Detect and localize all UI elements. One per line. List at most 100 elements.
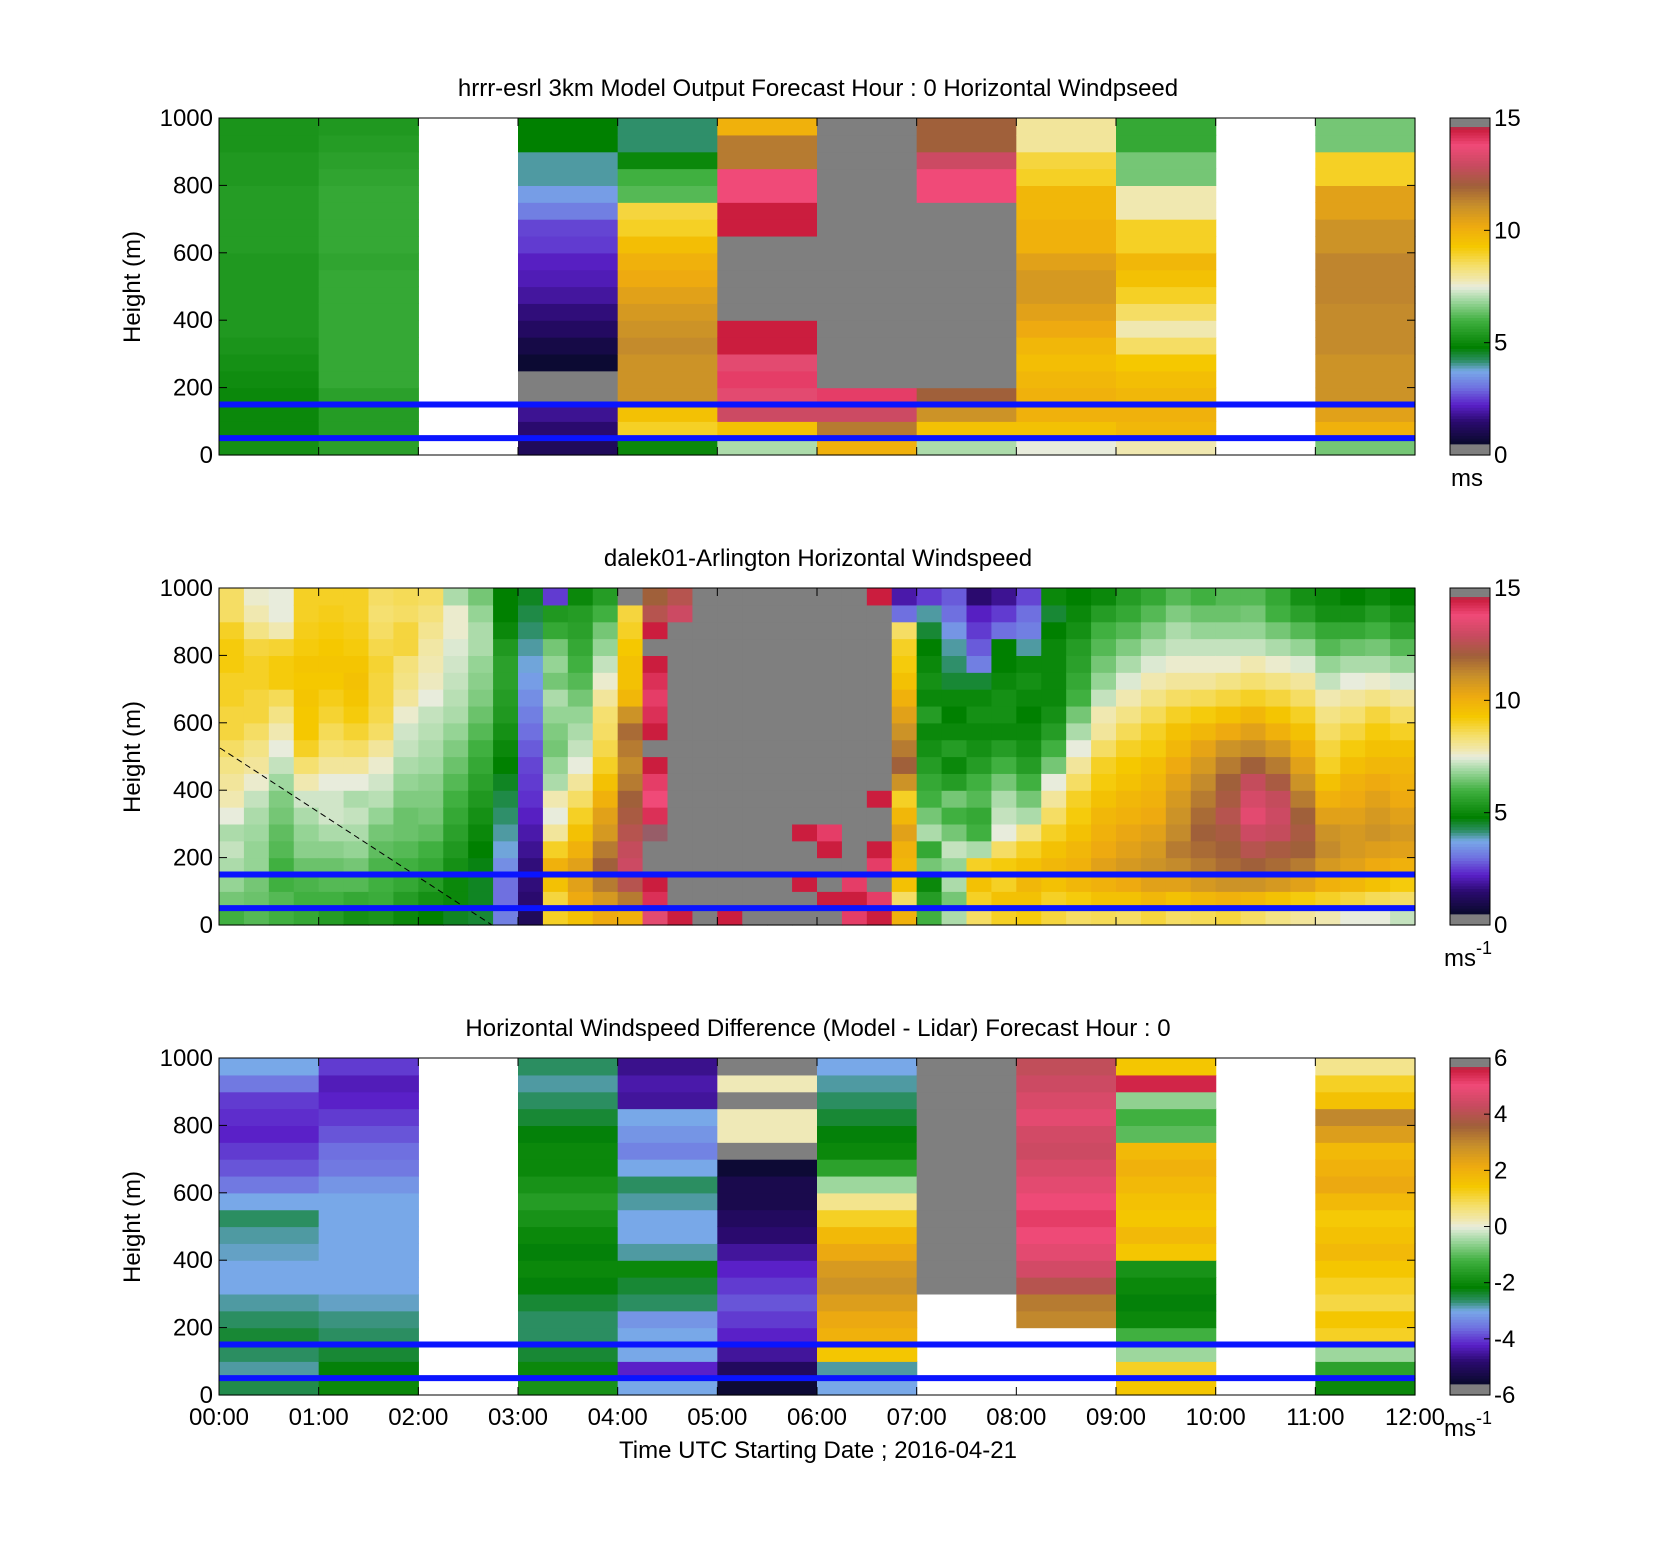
heatmap-cell [219,1277,320,1295]
heatmap-cell [1116,672,1142,690]
heatmap-cell [1016,320,1117,338]
heatmap-cell [219,1175,320,1194]
heatmap-cell [642,840,669,859]
heatmap-cell [642,638,669,656]
colorbar-segment [1450,1344,1490,1348]
heatmap-cell [1315,1192,1416,1211]
heatmap-cell [268,689,295,707]
heatmap-cell [891,790,918,808]
colorbar-segment [1450,1271,1490,1275]
heatmap-cell [1016,621,1042,640]
heatmap-cell [617,421,718,439]
heatmap-cell [318,134,419,153]
heatmap-cell [1190,908,1217,926]
heatmap-cell [642,908,669,926]
colorbar-segment [1450,607,1490,612]
heatmap-cell [1390,840,1416,859]
colorbar-segment [1450,449,1490,453]
heatmap-cell [293,689,320,707]
heatmap-cell [717,689,743,707]
heatmap-cell [1315,134,1416,153]
heatmap-cell [1165,773,1192,791]
colorbar-segment [1450,728,1490,732]
heatmap-cell [916,908,943,926]
heatmap-cell [692,756,718,774]
colorbar-segment [1450,1091,1490,1096]
heatmap-cell [817,1192,918,1211]
heatmap-cell [916,185,1017,203]
colorbar-segment [1450,1383,1490,1388]
heatmap-cell [368,823,395,842]
heatmap-cell [617,185,718,203]
colorbar-segment [1450,829,1490,833]
heatmap-cell [1041,604,1067,623]
heatmap-cell [817,1091,918,1110]
colorbar-segment [1450,348,1490,352]
heatmap-cell [343,790,370,808]
heatmap-cell [617,722,644,741]
colorbar-tick-label: 2 [1494,1157,1507,1184]
colorbar-segment [1450,311,1490,316]
colorbar-segment [1450,370,1490,375]
heatmap-cell [318,756,345,774]
heatmap-cell [717,269,818,288]
colorbar-segment [1450,781,1490,786]
heatmap-cell [493,739,519,758]
heatmap-cell [1340,672,1366,690]
heatmap-cell [1041,588,1067,606]
heatmap-cell [717,1209,818,1228]
colorbar-segment [1450,1178,1490,1183]
heatmap-cell [1116,857,1142,876]
colorbar-segment [1450,1296,1490,1301]
heatmap-cell [941,705,968,724]
heatmap-cell [268,891,295,909]
heatmap-cell [817,1293,918,1312]
colorbar-segment [1450,1133,1490,1138]
heatmap-cell [617,1091,718,1110]
heatmap-cell [717,168,818,186]
heatmap-cell [1041,655,1067,673]
heatmap-cell [742,638,768,656]
heatmap-cell [219,1074,320,1093]
colorbar-segment [1450,762,1490,766]
heatmap-cell [368,840,395,859]
heatmap-cell [866,604,893,623]
colorbar-segment [1450,1313,1490,1317]
heatmap-cell [817,438,918,456]
heatmap-cell [642,790,669,808]
x-tick-label: 12:00 [1385,1404,1445,1431]
heatmap-cell [293,739,320,758]
colorbar-segment [1450,703,1490,707]
heatmap-cell [1290,638,1316,656]
heatmap-cell [542,857,569,876]
heatmap-cell [1315,1175,1416,1194]
heatmap-cell [841,672,868,690]
heatmap-cell [268,857,295,876]
colorbar-segment [1450,1293,1490,1298]
heatmap-cell [1116,421,1217,439]
heatmap-cell [667,891,694,909]
heatmap-cell [617,891,644,909]
heatmap-cell [318,168,419,186]
heatmap-cell [617,118,718,136]
heatmap-cell [991,773,1017,791]
dashed-line [219,747,493,926]
heatmap-cell [592,790,619,808]
heatmap-cell [1315,118,1416,136]
heatmap-cell [667,739,694,758]
colorbar-segment [1450,596,1490,600]
y-tick-label: 0 [200,442,213,469]
colorbar-segment [1450,1164,1490,1169]
heatmap-cell [1140,672,1167,690]
colorbar-segment [1450,753,1490,758]
heatmap-cell [318,1310,419,1329]
colorbar-segment [1450,376,1490,380]
colorbar-segment [1450,1184,1490,1188]
heatmap-cell [717,739,743,758]
heatmap-cell [1165,604,1192,623]
heatmap-cell [1315,235,1416,254]
colorbar-segment [1450,269,1490,274]
heatmap-cell [1265,823,1292,842]
heatmap-cell [617,1192,718,1211]
